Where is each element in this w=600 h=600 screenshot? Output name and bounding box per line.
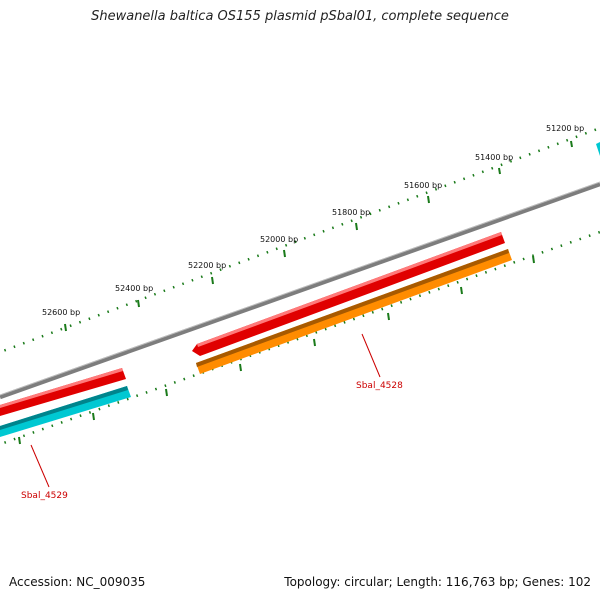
gene-bar-shade bbox=[0, 386, 128, 430]
gene-label-sbal-4529[interactable]: Sbal_4529 bbox=[21, 491, 68, 501]
inner-dotted-ring bbox=[0, 230, 600, 446]
major-tick bbox=[498, 167, 501, 175]
backbone-highlight bbox=[0, 181, 600, 396]
tick-label: 52000 bp bbox=[260, 235, 298, 244]
major-tick bbox=[387, 312, 390, 321]
cds-bar-shine bbox=[197, 232, 502, 347]
summary-text: Topology: circular; Length: 116,763 bp; … bbox=[284, 575, 591, 589]
tick-label: 52600 bp bbox=[42, 308, 80, 317]
major-tick bbox=[313, 338, 316, 347]
inner-tick-ring bbox=[0, 230, 600, 446]
tick-label: 51800 bp bbox=[332, 208, 370, 217]
major-tick bbox=[427, 195, 430, 204]
major-tick bbox=[355, 222, 358, 231]
major-tick bbox=[165, 388, 168, 397]
partial-gene-bar[interactable] bbox=[596, 142, 600, 156]
major-tick bbox=[570, 140, 573, 148]
major-tick bbox=[211, 276, 214, 285]
label-leader bbox=[361, 333, 381, 378]
cds-bar-shine bbox=[0, 368, 123, 408]
major-tick bbox=[283, 249, 286, 258]
tick-label: 51600 bp bbox=[404, 181, 442, 190]
tick-label: 52400 bp bbox=[115, 284, 153, 293]
major-tick bbox=[64, 323, 67, 332]
backbone-line bbox=[0, 181, 600, 400]
major-tick bbox=[92, 412, 95, 421]
cds-bar[interactable] bbox=[192, 232, 505, 356]
outer-tick-ring bbox=[0, 126, 600, 354]
major-tick bbox=[532, 255, 535, 264]
major-tick bbox=[239, 363, 242, 372]
gene-bar-shade bbox=[196, 249, 509, 367]
gene-sbal-4528[interactable] bbox=[192, 232, 512, 374]
tick-label: 51400 bp bbox=[475, 153, 513, 162]
major-tick bbox=[18, 436, 21, 445]
accession-text: Accession: NC_009035 bbox=[9, 575, 146, 589]
major-tick bbox=[460, 286, 463, 295]
map-title: Shewanella baltica OS155 plasmid pSbal01… bbox=[91, 9, 509, 24]
cds-bar[interactable] bbox=[0, 368, 126, 416]
label-leader bbox=[30, 444, 50, 488]
major-tick bbox=[137, 299, 140, 308]
gene-sbal-4529[interactable] bbox=[0, 368, 131, 437]
gene-label-sbal-4528[interactable]: Sbal_4528 bbox=[356, 381, 403, 391]
tick-label: 51200 bp bbox=[546, 124, 584, 133]
tick-label: 52200 bp bbox=[188, 261, 226, 270]
backbone bbox=[0, 181, 600, 400]
